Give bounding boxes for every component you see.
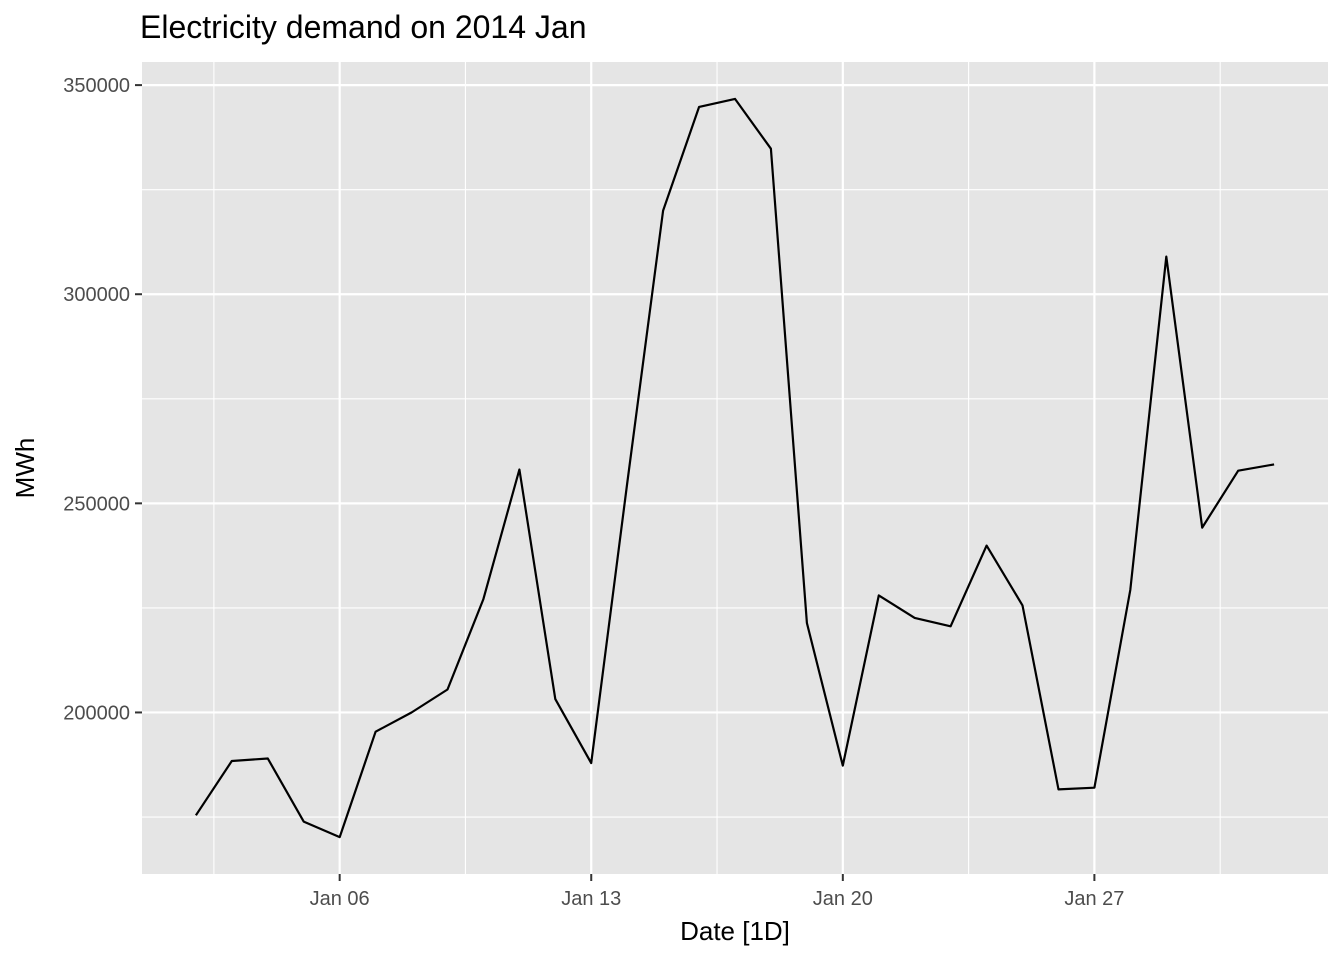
data-point — [1093, 787, 1095, 789]
data-point — [698, 106, 700, 108]
y-tick-label: 250000 — [63, 493, 130, 515]
x-tick-label: Jan 27 — [1064, 888, 1124, 910]
chart-title: Electricity demand on 2014 Jan — [140, 9, 586, 45]
data-point — [339, 836, 341, 838]
y-axis-title: MWh — [10, 438, 40, 499]
data-point — [231, 760, 233, 762]
x-tick-label: Jan 06 — [310, 888, 370, 910]
data-point — [842, 765, 844, 767]
data-point — [950, 625, 952, 627]
data-point — [411, 711, 413, 713]
x-tick-label: Jan 13 — [561, 888, 621, 910]
x-tick-label: Jan 20 — [813, 888, 873, 910]
data-point — [518, 468, 520, 470]
data-point — [1201, 527, 1203, 529]
data-point — [986, 545, 988, 547]
data-point — [662, 210, 664, 212]
data-point — [482, 598, 484, 600]
data-point — [806, 622, 808, 624]
data-point — [446, 688, 448, 690]
data-point — [1237, 470, 1239, 472]
y-tick-label: 300000 — [63, 284, 130, 306]
data-point — [195, 814, 197, 816]
data-point — [1022, 604, 1024, 606]
data-point — [1129, 589, 1131, 591]
plot-panel — [142, 62, 1328, 874]
demand-line — [194, 97, 1275, 839]
data-point — [1273, 463, 1275, 465]
data-point — [770, 148, 772, 150]
y-tick-label: 200000 — [63, 702, 130, 724]
x-axis-ticks: Jan 06 Jan 13 Jan 20 Jan 27 — [310, 874, 1124, 910]
data-point — [1057, 788, 1059, 790]
data-point — [626, 482, 628, 484]
x-axis-title: Date [1D] — [680, 916, 790, 946]
y-axis-ticks: 200000 250000 300000 350000 — [63, 75, 142, 724]
data-point — [590, 762, 592, 764]
data-point — [303, 821, 305, 823]
data-point — [1165, 256, 1167, 258]
data-point — [914, 617, 916, 619]
y-tick-label: 350000 — [63, 75, 130, 97]
data-point — [878, 594, 880, 596]
data-point — [267, 757, 269, 759]
data-point — [375, 731, 377, 733]
data-point — [734, 98, 736, 100]
data-point — [554, 698, 556, 700]
major-gridlines — [142, 62, 1328, 874]
